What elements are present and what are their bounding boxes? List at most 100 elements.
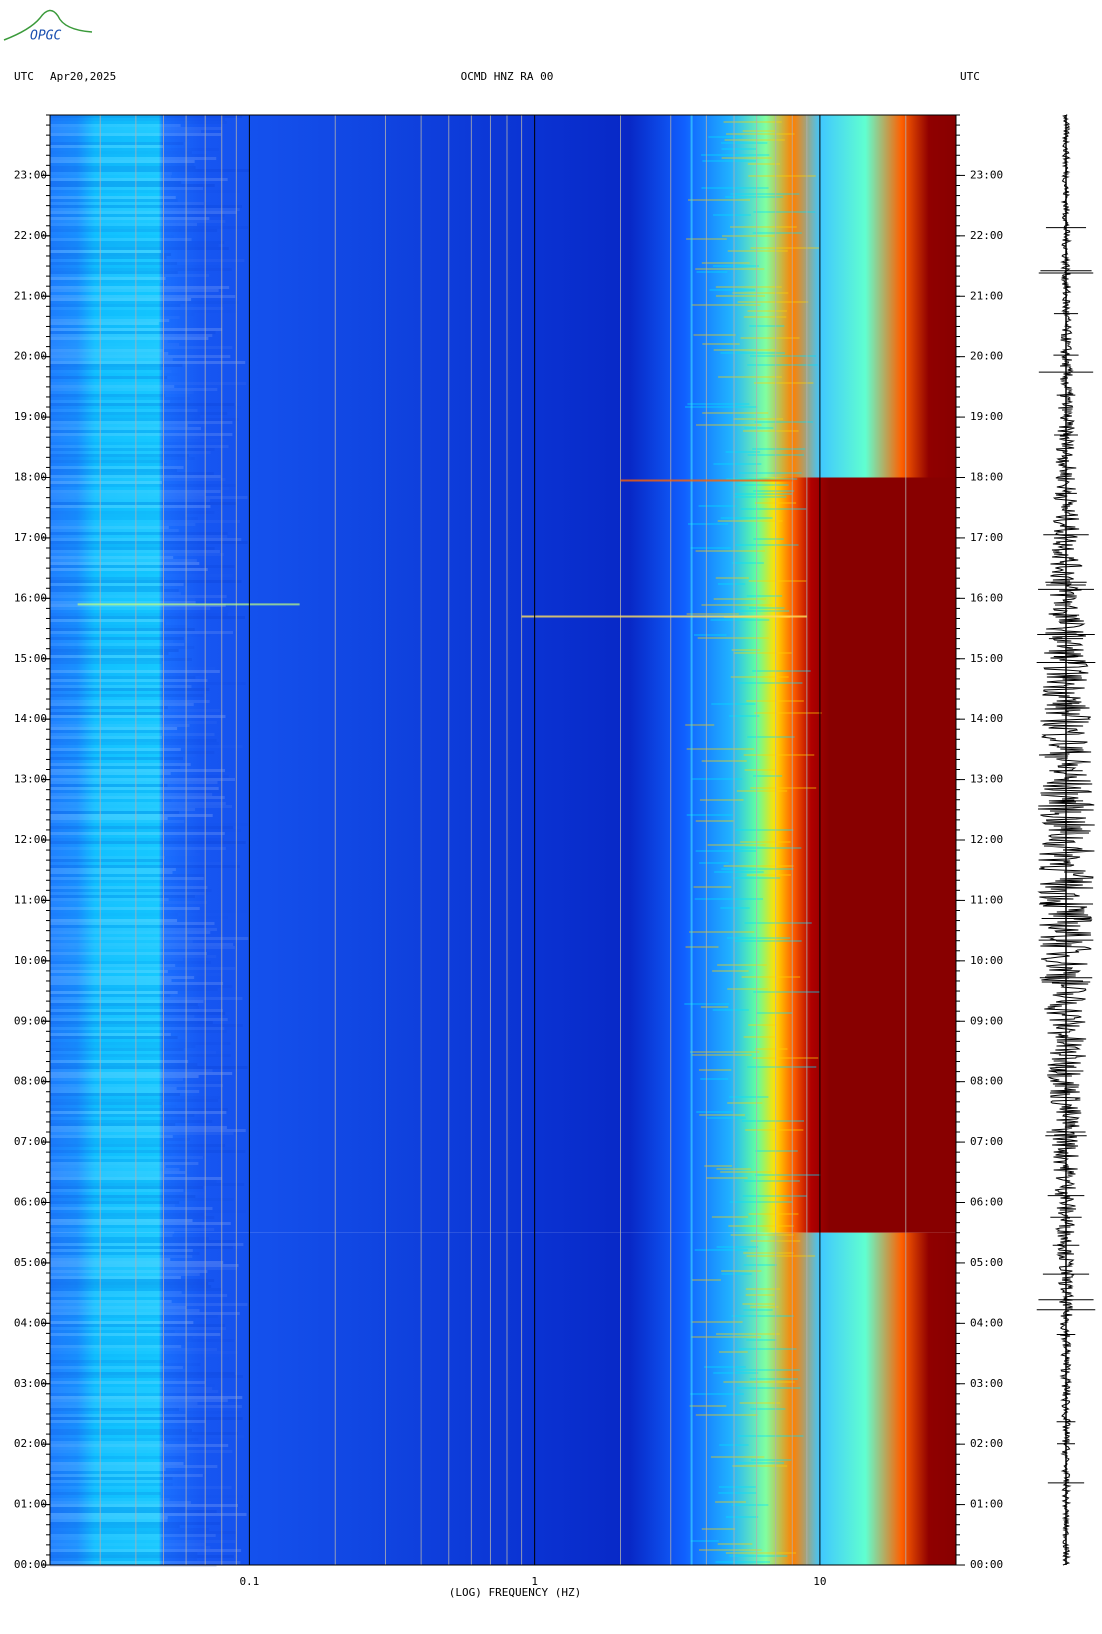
- noise-stripe: [50, 1501, 191, 1504]
- noise-stripe: [715, 295, 766, 297]
- noise-stripe: [50, 1555, 234, 1558]
- noise-stripe: [744, 769, 775, 771]
- noise-stripe: [50, 604, 226, 607]
- noise-stripe: [50, 685, 192, 688]
- noise-stripe: [50, 487, 229, 490]
- noise-stripe: [50, 478, 226, 481]
- noise-stripe: [50, 619, 164, 622]
- noise-stripe: [50, 1486, 232, 1489]
- noise-stripe: [698, 1069, 732, 1071]
- noise-stripe: [50, 439, 227, 442]
- left-time-label: UTC: [14, 70, 34, 83]
- noise-stripe: [702, 160, 757, 162]
- noise-stripe: [50, 820, 185, 823]
- noise-stripe: [50, 121, 227, 124]
- y-tick-label: 06:00: [970, 1196, 1003, 1209]
- noise-stripe: [50, 142, 184, 145]
- noise-stripe: [50, 1006, 200, 1009]
- noise-stripe: [721, 142, 768, 144]
- noise-stripe: [701, 604, 773, 606]
- noise-stripe: [753, 382, 814, 384]
- noise-stripe: [50, 880, 188, 883]
- y-tick-label: 18:00: [14, 471, 47, 484]
- noise-stripe: [743, 316, 787, 318]
- noise-stripe: [747, 310, 787, 312]
- noise-stripe: [690, 1051, 760, 1053]
- noise-stripe: [715, 1561, 771, 1563]
- noise-stripe: [753, 211, 816, 213]
- noise-stripe: [754, 421, 814, 423]
- noise-stripe: [50, 1030, 227, 1033]
- noise-stripe: [50, 1405, 242, 1408]
- noise-stripe: [696, 424, 762, 426]
- noise-stripe: [50, 901, 207, 904]
- noise-stripe: [50, 286, 230, 289]
- noise-stripe: [50, 1534, 216, 1537]
- noise-stripe: [50, 1084, 223, 1087]
- noise-stripe: [50, 1516, 168, 1519]
- noise-stripe: [50, 1093, 180, 1096]
- noise-stripe: [50, 1147, 237, 1150]
- noise-stripe: [50, 1009, 223, 1012]
- noise-stripe: [50, 1195, 196, 1198]
- noise-stripe: [729, 1201, 793, 1203]
- y-tick-label: 21:00: [970, 289, 1003, 302]
- noise-stripe: [50, 1240, 236, 1243]
- noise-stripe: [50, 694, 204, 697]
- noise-stripe: [50, 1393, 221, 1396]
- noise-stripe: [50, 1069, 213, 1072]
- noise-stripe: [50, 247, 229, 250]
- noise-stripe: [50, 1372, 235, 1375]
- noise-stripe: [50, 1354, 203, 1357]
- noise-stripe: [50, 1348, 217, 1351]
- noise-stripe: [712, 970, 749, 972]
- noise-stripe: [50, 1339, 235, 1342]
- noise-stripe: [749, 325, 785, 327]
- noise-stripe: [50, 1402, 198, 1405]
- noise-stripe: [737, 301, 809, 303]
- noise-stripe: [50, 160, 195, 163]
- noise-stripe: [50, 298, 192, 301]
- noise-stripe: [50, 1123, 176, 1126]
- noise-stripe: [50, 322, 159, 325]
- plot-frame: [49, 114, 957, 1566]
- noise-stripe: [704, 1165, 733, 1167]
- noise-stripe: [50, 1357, 229, 1360]
- noise-stripe: [50, 511, 215, 514]
- noise-stripe: [687, 403, 750, 405]
- noise-stripe: [50, 1255, 193, 1258]
- y-tick-label: 19:00: [14, 410, 47, 423]
- chart-title: OCMD HNZ RA 00: [461, 70, 554, 83]
- noise-stripe: [50, 889, 212, 892]
- noise-stripe: [50, 514, 185, 517]
- noise-stripe: [50, 421, 233, 424]
- noise-stripe: [50, 1198, 234, 1201]
- noise-stripe: [50, 1162, 199, 1165]
- noise-stripe: [686, 613, 739, 615]
- noise-stripe: [50, 1204, 175, 1207]
- noise-stripe: [50, 895, 196, 898]
- noise-stripe: [50, 1468, 166, 1471]
- noise-stripe: [730, 226, 797, 228]
- noise-stripe: [686, 748, 755, 750]
- noise-stripe: [746, 874, 791, 876]
- noise-stripe: [50, 226, 249, 229]
- y-tick-label: 06:00: [14, 1196, 47, 1209]
- noise-stripe: [754, 712, 822, 714]
- noise-stripe: [50, 196, 176, 199]
- noise-stripe: [50, 547, 215, 550]
- noise-stripe: [735, 544, 799, 546]
- noise-stripe: [748, 1213, 799, 1215]
- noise-stripe: [742, 130, 776, 132]
- noise-stripe: [713, 463, 762, 465]
- noise-stripe: [50, 355, 231, 358]
- noise-stripe: [50, 676, 196, 679]
- noise-stripe: [50, 1525, 180, 1528]
- noise-stripe: [50, 1099, 219, 1102]
- noise-stripe: [50, 1105, 176, 1108]
- noise-stripe: [50, 667, 216, 670]
- noise-stripe: [50, 157, 217, 160]
- noise-stripe: [750, 787, 817, 789]
- noise-stripe: [701, 154, 770, 156]
- noise-stripe: [50, 424, 189, 427]
